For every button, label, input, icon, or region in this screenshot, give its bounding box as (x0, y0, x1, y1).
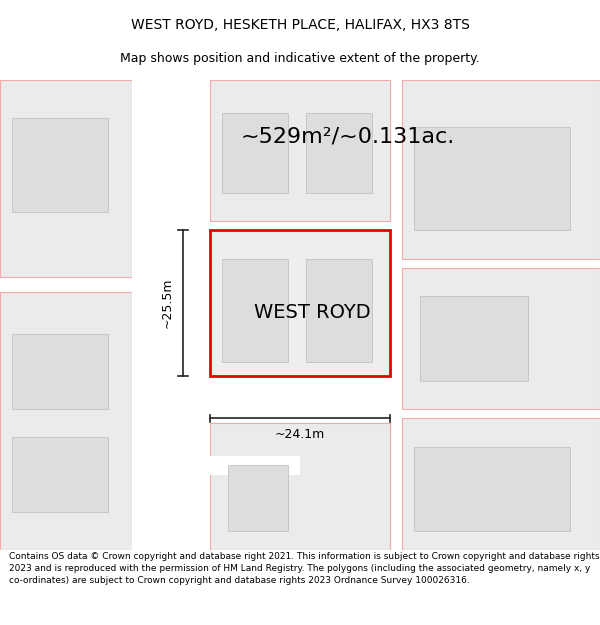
Polygon shape (402, 80, 600, 259)
Bar (12, 334, 108, 409)
Polygon shape (210, 80, 390, 221)
Bar (12, 118, 108, 212)
Polygon shape (168, 80, 210, 550)
Bar (414, 127, 570, 231)
Text: WEST ROYD, HESKETH PLACE, HALIFAX, HX3 8TS: WEST ROYD, HESKETH PLACE, HALIFAX, HX3 8… (131, 18, 469, 32)
Text: ~529m²/~0.131ac.: ~529m²/~0.131ac. (241, 126, 455, 146)
Polygon shape (0, 291, 132, 550)
Bar (222, 113, 288, 192)
Text: WEST ROYD: WEST ROYD (254, 303, 370, 322)
Bar (420, 296, 528, 381)
Polygon shape (0, 80, 132, 278)
Text: ~25.5m: ~25.5m (161, 278, 174, 329)
Polygon shape (210, 456, 300, 475)
Bar (306, 113, 372, 192)
Bar (414, 447, 570, 531)
Text: ~24.1m: ~24.1m (275, 428, 325, 441)
Bar (306, 259, 372, 362)
Text: Contains OS data © Crown copyright and database right 2021. This information is : Contains OS data © Crown copyright and d… (9, 552, 599, 585)
Bar (12, 438, 108, 512)
Polygon shape (402, 418, 600, 550)
Polygon shape (210, 423, 390, 550)
Polygon shape (402, 268, 600, 409)
Bar (222, 259, 288, 362)
Bar (210, 231, 390, 376)
Polygon shape (132, 80, 180, 550)
Text: Map shows position and indicative extent of the property.: Map shows position and indicative extent… (120, 52, 480, 65)
Bar (228, 466, 288, 531)
